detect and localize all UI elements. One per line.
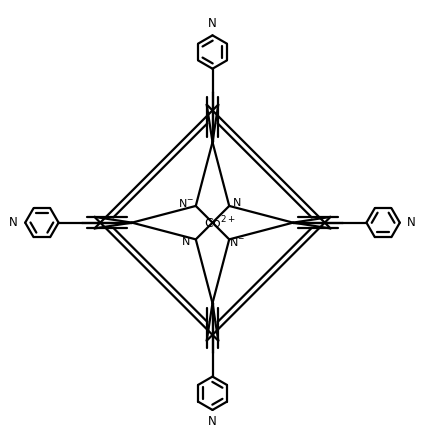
Text: N: N (208, 415, 217, 428)
Text: N: N (232, 198, 241, 208)
Text: N$^{-}$: N$^{-}$ (178, 198, 195, 209)
Text: N: N (407, 216, 416, 229)
Text: N: N (208, 17, 217, 30)
Text: N$^{-}$: N$^{-}$ (229, 236, 245, 248)
Text: N: N (182, 237, 191, 247)
Text: N: N (9, 216, 18, 229)
Text: Co$^{2+}$: Co$^{2+}$ (204, 215, 236, 231)
